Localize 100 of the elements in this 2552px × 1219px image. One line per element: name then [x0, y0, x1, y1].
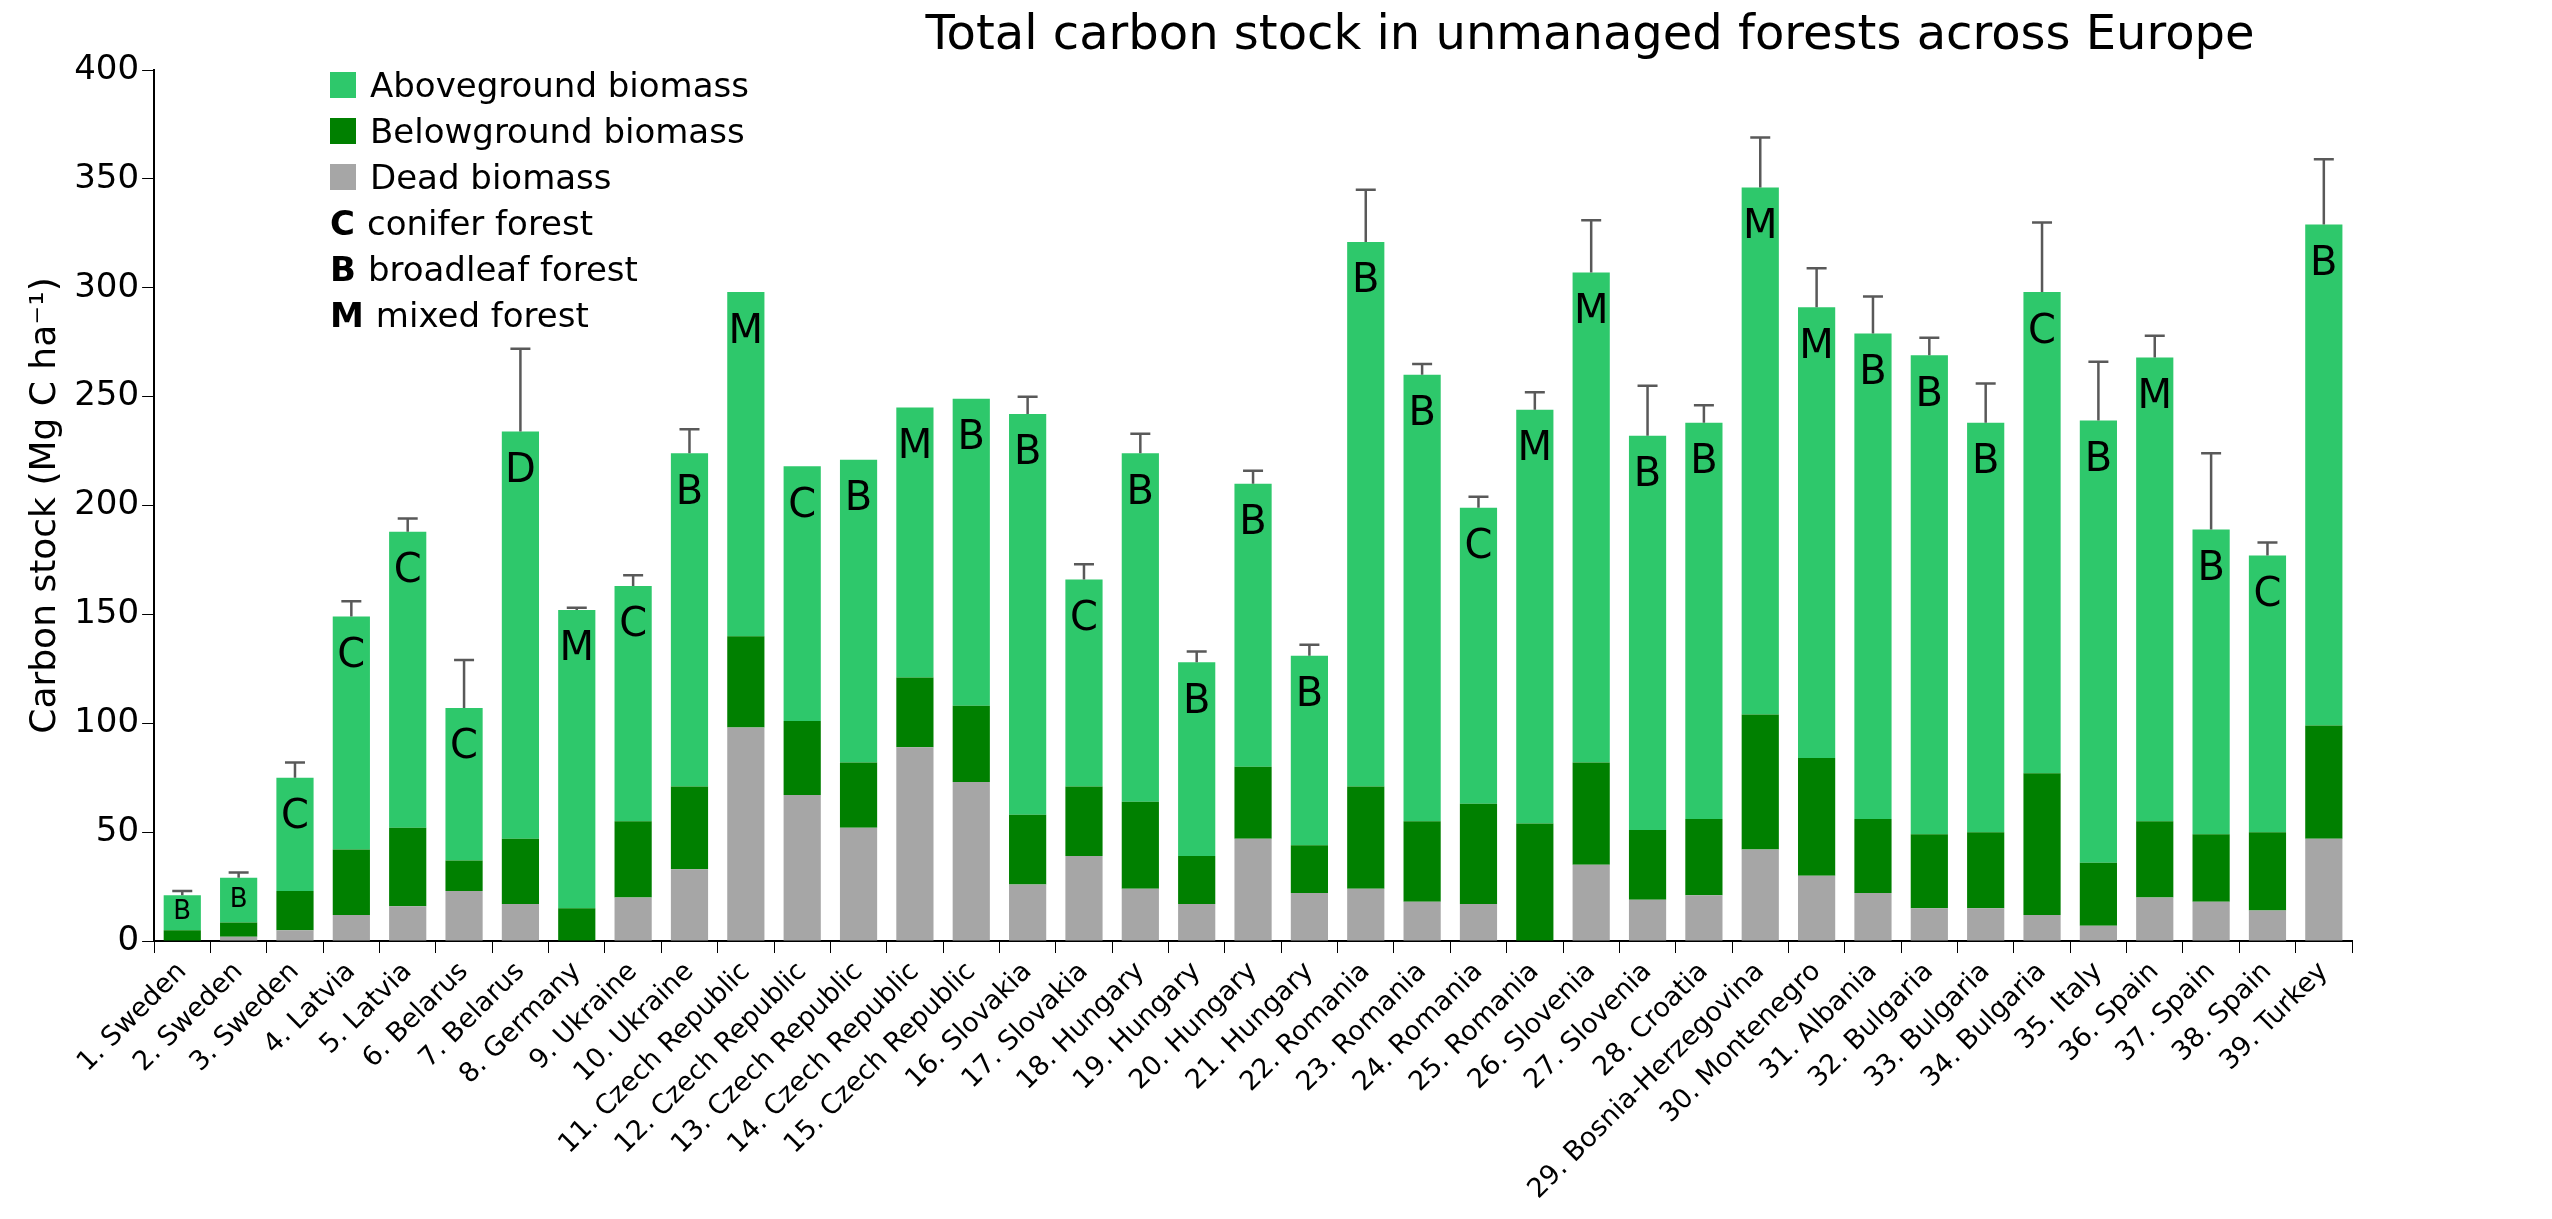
- bar: [614, 897, 652, 941]
- bar: [1234, 838, 1272, 941]
- bar: [1178, 856, 1216, 904]
- bar: [445, 860, 483, 891]
- bar: [839, 459, 878, 763]
- data-label: C: [1464, 521, 1493, 568]
- bar: [558, 610, 596, 909]
- bar: [727, 727, 765, 941]
- bar: [445, 890, 483, 941]
- bar: [220, 922, 258, 937]
- bar: [614, 821, 652, 898]
- bar: [276, 890, 314, 931]
- data-label: D: [505, 444, 536, 491]
- bar: [670, 869, 709, 941]
- bar: [558, 908, 596, 941]
- data-label: B: [844, 473, 873, 520]
- bar: [2023, 914, 2061, 941]
- data-label: B: [1126, 466, 1155, 513]
- bar: [2248, 555, 2287, 833]
- bar: [1741, 849, 1779, 941]
- data-label: B: [2310, 238, 2338, 284]
- y-tick-label: 0: [117, 917, 140, 958]
- bar: [1798, 758, 1836, 876]
- bar: [276, 930, 314, 941]
- data-label: C: [788, 479, 817, 526]
- bar: [783, 466, 821, 722]
- bar: [1798, 875, 1836, 941]
- bar: [952, 398, 990, 706]
- data-label: M: [1799, 320, 1834, 367]
- bar: [1178, 662, 1216, 857]
- legend-label: Dead biomass: [370, 157, 612, 197]
- bar: [1178, 904, 1216, 941]
- bar: [1910, 355, 1948, 835]
- data-label: B: [2084, 433, 2113, 480]
- y-axis-title: Carbon stock (Mg C ha⁻¹): [21, 277, 63, 734]
- bar: [1234, 483, 1272, 767]
- bar: [276, 777, 314, 891]
- data-label: B: [1971, 436, 2000, 483]
- bar: [896, 677, 934, 748]
- data-label: B: [1295, 669, 1324, 716]
- bar: [2305, 224, 2343, 726]
- data-label: B: [1915, 368, 1944, 415]
- y-tick-label: 50: [95, 808, 140, 849]
- bar: [839, 827, 878, 941]
- y-tick-label: 200: [74, 482, 140, 523]
- bar: [896, 407, 934, 678]
- bar: [1854, 819, 1892, 894]
- bar: [1798, 307, 1836, 759]
- bar: [1685, 895, 1723, 941]
- bar: [1572, 272, 1610, 763]
- data-label: B: [1182, 675, 1211, 722]
- annotation: B broadleaf forest: [330, 249, 638, 289]
- data-label: M: [728, 305, 764, 352]
- y-tick-label: 250: [74, 373, 140, 414]
- bar: [1685, 422, 1723, 820]
- data-label: C: [281, 791, 309, 838]
- data-label: M: [559, 623, 595, 670]
- bar: [727, 636, 765, 728]
- bar: [2192, 901, 2230, 941]
- data-label: B: [1352, 255, 1380, 302]
- bar: [1065, 579, 1103, 787]
- bar: [501, 431, 540, 839]
- bar: [1628, 829, 1667, 900]
- bar: [1967, 908, 2005, 941]
- bar: [2023, 773, 2061, 915]
- bar: [1121, 801, 1159, 889]
- data-label: B: [1633, 449, 1662, 496]
- y-tick-label: 300: [74, 264, 140, 305]
- bar: [1741, 187, 1779, 715]
- data-label: C: [393, 545, 422, 592]
- bar: [1910, 834, 1948, 909]
- bar: [1572, 864, 1610, 941]
- bar: [332, 849, 370, 915]
- bar: [501, 904, 540, 941]
- bar: [952, 705, 990, 783]
- bar: [2248, 832, 2287, 911]
- bar: [1121, 453, 1159, 802]
- bar: [783, 721, 821, 796]
- bar: [1628, 435, 1667, 830]
- bar: [220, 936, 258, 941]
- bar: [1572, 762, 1610, 865]
- bar: [1403, 901, 1441, 941]
- bar: [1854, 893, 1892, 941]
- bar: [1290, 655, 1328, 846]
- bar: [1967, 422, 2005, 833]
- bar: [1459, 803, 1498, 904]
- bar: [783, 795, 821, 941]
- bar: [163, 930, 201, 941]
- bar: [952, 782, 990, 941]
- bar: [501, 838, 540, 904]
- bar: [2192, 834, 2230, 902]
- bar: [1009, 414, 1047, 815]
- data-label: B: [229, 882, 248, 913]
- bar: [1403, 374, 1441, 822]
- bar: [1234, 766, 1272, 839]
- bar: [2079, 420, 2117, 863]
- data-label: B: [1408, 388, 1436, 435]
- bar: [2305, 838, 2343, 941]
- bar: [1065, 786, 1103, 857]
- bar: [2305, 725, 2343, 839]
